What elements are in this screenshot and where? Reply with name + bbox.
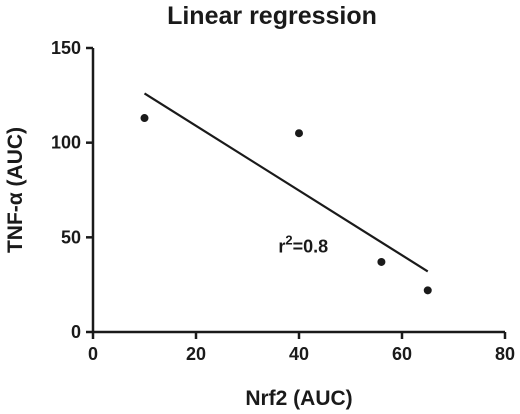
regression-line-group <box>143 92 429 273</box>
r-squared-annotation: r2=0.8 <box>278 232 328 256</box>
data-points <box>140 114 432 295</box>
r-squared-value: =0.8 <box>293 236 329 256</box>
data-point <box>140 114 149 123</box>
x-tick-label: 40 <box>289 344 309 364</box>
x-tick-label: 0 <box>88 344 98 364</box>
data-point <box>377 257 386 266</box>
x-tick-label: 20 <box>186 344 206 364</box>
r-squared-base: r <box>278 236 285 256</box>
ticks: 0 20 40 60 80 0 50 100 150 <box>51 38 515 364</box>
y-tick-label: 150 <box>51 38 81 58</box>
x-tick-label: 80 <box>495 344 515 364</box>
y-tick-label: 100 <box>51 133 81 153</box>
chart-title: Linear regression <box>167 2 377 30</box>
x-axis-label: Nrf2 (AUC) <box>245 387 352 410</box>
y-tick-label: 0 <box>71 322 81 342</box>
data-point <box>295 129 303 138</box>
y-tick-label: 50 <box>61 227 81 247</box>
data-point <box>423 286 432 295</box>
regression-line <box>143 92 429 273</box>
r-squared-superscript: 2 <box>285 232 292 247</box>
y-axis-label: TNF-α (AUC) <box>4 127 27 253</box>
x-tick-label: 60 <box>392 344 412 364</box>
